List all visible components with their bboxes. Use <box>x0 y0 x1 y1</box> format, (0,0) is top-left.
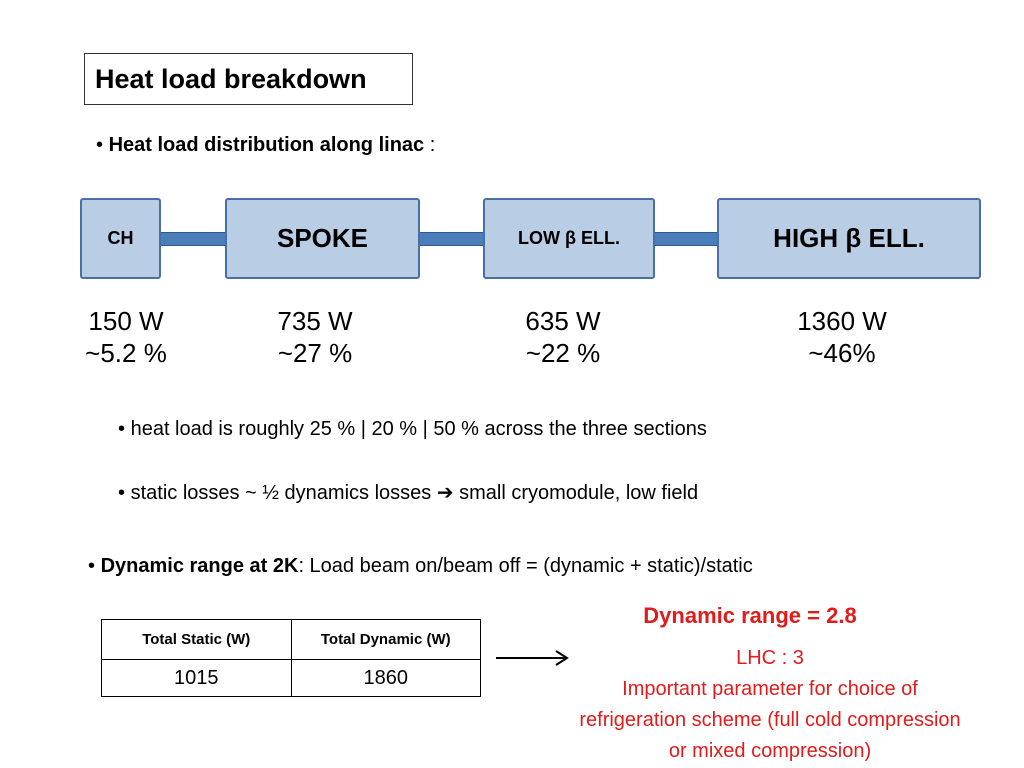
section-power-ch: 150 W <box>88 306 164 336</box>
right-arrow-icon: ➔ <box>436 482 454 504</box>
bullet-heat-load-distribution: • Heat load distribution along linac : <box>96 134 435 157</box>
bullet-suffix: : <box>424 134 436 156</box>
bullet-dynamic-range: • Dynamic range at 2K: Load beam on/beam… <box>88 555 753 578</box>
section-stat-ch: 150 W ~5.2 % <box>66 305 186 369</box>
bullet-dot: • <box>96 134 104 156</box>
section-box-ch: CH <box>80 198 161 279</box>
section-percent-ch: ~5.2 % <box>85 338 167 368</box>
bullet-bold-text: Heat load distribution along linac <box>108 134 425 156</box>
result-note-line: or mixed compression) <box>668 740 872 762</box>
section-label-low-beta: LOW β ELL. <box>518 228 620 248</box>
note-text: heat load is roughly 25 % | 20 % | 50 % … <box>130 418 707 440</box>
section-label-spoke: SPOKE <box>276 223 369 253</box>
section-power-low-beta: 635 W <box>525 306 601 336</box>
section-box-low-beta: LOW β ELL. <box>483 198 655 279</box>
section-percent-high-beta: ~46% <box>808 338 876 368</box>
table-header-row: Total Static (W) Total Dynamic (W) <box>101 619 481 660</box>
section-power-high-beta: 1360 W <box>797 306 887 336</box>
slide-title-text: Heat load breakdown <box>95 63 367 94</box>
section-percent-spoke: ~27 % <box>277 338 353 368</box>
section-label-high-beta: HIGH β ELL. <box>773 223 925 253</box>
connector-low-beta-high-beta <box>652 232 720 246</box>
note-text-before: static losses ~ ½ dynamics losses <box>130 482 437 504</box>
table-header-dynamic: Total Dynamic (W) <box>290 619 481 660</box>
result-note-line: Important parameter for choice of <box>622 678 918 700</box>
section-stat-spoke: 735 W ~27 % <box>255 305 375 369</box>
section-box-high-beta: HIGH β ELL. <box>717 198 981 279</box>
dynamic-range-result: Dynamic range = 2.8 <box>643 603 857 628</box>
slide-title: Heat load breakdown <box>84 53 413 105</box>
bullet-dot: • <box>88 555 96 577</box>
connector-spoke-low-beta <box>417 232 486 246</box>
section-box-spoke: SPOKE <box>225 198 420 279</box>
bullet-text: : Load beam on/beam off = (dynamic + sta… <box>298 555 753 577</box>
result-note-line: refrigeration scheme (full cold compress… <box>579 709 961 731</box>
section-stat-low-beta: 635 W ~22 % <box>503 305 623 369</box>
note-heat-load-split: • heat load is roughly 25 % | 20 % | 50 … <box>118 418 707 441</box>
section-percent-low-beta: ~22 % <box>525 338 601 368</box>
table-row: 1015 1860 <box>101 659 481 697</box>
table-header-static: Total Static (W) <box>101 619 292 660</box>
note-text-after: small cryomodule, low field <box>453 482 699 504</box>
result-note-line: LHC : 3 <box>736 647 804 669</box>
bullet-dot: • <box>118 482 126 504</box>
result-notes: LHC : 3 Important parameter for choice o… <box>520 643 1020 767</box>
section-label-ch: CH <box>107 228 134 248</box>
connector-ch-spoke <box>158 232 228 246</box>
right-arrow-icon <box>496 650 569 666</box>
bullet-dot: • <box>118 418 126 440</box>
heat-load-table: Total Static (W) Total Dynamic (W) 1015 … <box>101 619 481 697</box>
section-stat-high-beta: 1360 W ~46% <box>772 305 912 369</box>
bullet-bold-text: Dynamic range at 2K <box>100 555 299 577</box>
section-power-spoke: 735 W <box>277 306 353 336</box>
table-cell-static: 1015 <box>101 659 292 697</box>
table-cell-dynamic: 1860 <box>290 659 481 697</box>
note-static-losses: • static losses ~ ½ dynamics losses ➔ sm… <box>118 480 698 505</box>
